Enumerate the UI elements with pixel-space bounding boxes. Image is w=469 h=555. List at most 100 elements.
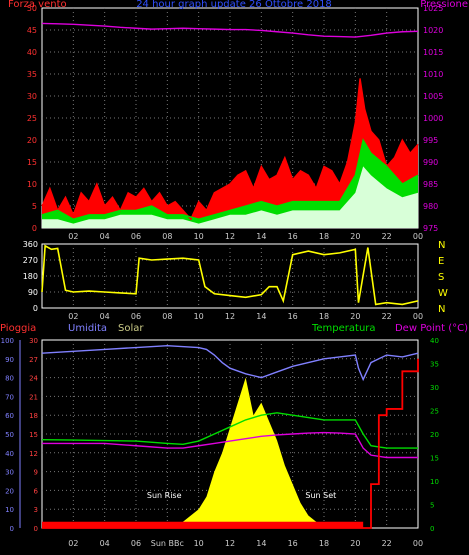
p3-x-tick: 02 xyxy=(68,539,78,548)
p3-scale-tick: 15 xyxy=(29,431,38,439)
p2-x-tick: 06 xyxy=(131,312,141,321)
wind-gust-line xyxy=(41,78,419,221)
p3-rain-tick: 60 xyxy=(5,412,14,420)
p1-left-tick: 40 xyxy=(27,48,37,57)
panel1-grid xyxy=(42,8,418,228)
p1-right-tick: 980 xyxy=(423,202,438,211)
p3-scale-tick: 6 xyxy=(34,487,39,495)
panel2-grid xyxy=(42,244,418,308)
p3-rain-tick: 0 xyxy=(10,525,14,533)
p2-x-tick: 20 xyxy=(350,312,360,321)
p2-left-tick: 180 xyxy=(23,272,38,281)
p1-x-tick: 16 xyxy=(288,232,298,241)
p1-left-tick: 15 xyxy=(27,158,37,167)
p3-scale-tick: 24 xyxy=(29,375,38,383)
p2-left-tick: 360 xyxy=(23,240,38,249)
p3-temp-tick: 20 xyxy=(430,431,439,439)
p3-temp-tick: 35 xyxy=(430,361,439,369)
p3-temp-tick: 30 xyxy=(430,384,439,392)
p1-right-tick: 1015 xyxy=(423,48,443,57)
p1-x-tick: 12 xyxy=(225,232,235,241)
p2-compass-tick: S xyxy=(438,272,444,283)
p2-compass-tick: N xyxy=(438,240,445,251)
p1-right-tick: 1005 xyxy=(423,92,443,101)
p2-left-tick: 270 xyxy=(23,256,38,265)
p2-x-tick: 10 xyxy=(194,312,204,321)
p3-x-tick: 10 xyxy=(194,539,204,548)
sunrise-label: Sun Rise xyxy=(147,491,182,500)
p1-left-tick: 10 xyxy=(27,180,37,189)
p3-x-tick: Sun BBc xyxy=(151,539,184,548)
humidity-line xyxy=(41,344,419,382)
p3-scale-tick: 12 xyxy=(29,450,38,458)
p1-right-tick: 1025 xyxy=(423,4,443,13)
p3-rain-tick: 40 xyxy=(5,450,14,458)
p1-left-tick: 30 xyxy=(27,92,37,101)
p3-x-tick: 00 xyxy=(413,539,423,548)
wind-gust-area xyxy=(42,78,418,229)
p1-x-tick: 06 xyxy=(131,232,141,241)
p3-scale-tick: 21 xyxy=(29,393,38,401)
p3-temp-tick: 15 xyxy=(430,455,439,463)
p3-scale-tick: 30 xyxy=(29,337,38,345)
p3-rain-tick: 20 xyxy=(5,487,14,495)
p1-right-tick: 1020 xyxy=(423,26,443,35)
p3-temp-tick: 0 xyxy=(430,525,434,533)
p2-compass-tick: W xyxy=(438,288,448,299)
p1-x-tick: 14 xyxy=(256,232,266,241)
p2-x-tick: 02 xyxy=(68,312,78,321)
p3-x-tick: 12 xyxy=(225,539,235,548)
p1-right-tick: 1000 xyxy=(423,114,443,123)
wind-average-area xyxy=(42,166,418,228)
rain-base-bar xyxy=(42,521,364,528)
p2-x-tick: 12 xyxy=(225,312,235,321)
p1-x-tick: 08 xyxy=(162,232,172,241)
humidity-legend: Umidita xyxy=(68,323,107,334)
p2-compass-tick: E xyxy=(438,256,444,267)
rain-line xyxy=(42,358,419,529)
p3-rain-tick: 90 xyxy=(5,356,14,364)
p2-x-tick: 16 xyxy=(288,312,298,321)
dewpoint-legend: Dew Point (°C) xyxy=(395,323,468,334)
p1-left-tick: 5 xyxy=(32,202,37,211)
p2-left-tick: 0 xyxy=(33,304,38,313)
p1-right-tick: 1010 xyxy=(423,70,443,79)
p3-scale-tick: 3 xyxy=(34,506,38,514)
p1-left-tick: 25 xyxy=(27,114,37,123)
p2-x-tick: 00 xyxy=(413,312,423,321)
p3-temp-tick: 10 xyxy=(430,478,439,486)
temperature-line xyxy=(41,412,418,449)
p3-rain-tick: 70 xyxy=(5,393,14,401)
p1-left-tick: 0 xyxy=(32,224,37,233)
p3-x-tick: 22 xyxy=(382,539,392,548)
pressure-line xyxy=(41,22,419,38)
p1-x-tick: 18 xyxy=(319,232,329,241)
p1-left-tick: 45 xyxy=(27,26,37,35)
p3-x-tick: 06 xyxy=(131,539,141,548)
p2-x-tick: 14 xyxy=(256,312,266,321)
chart-title: 24 hour graph update 26 Ottobre 2018 xyxy=(136,0,332,10)
pressure-axis-title: Pressione xyxy=(420,0,468,10)
p1-right-tick: 995 xyxy=(423,136,438,145)
wind-direction-line xyxy=(41,244,419,306)
wind-axis-title: Forza vento xyxy=(8,0,67,10)
p2-x-tick: 22 xyxy=(382,312,392,321)
p3-rain-tick: 30 xyxy=(5,469,14,477)
p1-right-tick: 990 xyxy=(423,158,438,167)
wind-speed-area xyxy=(42,140,418,228)
p3-rain-tick: 10 xyxy=(5,506,14,514)
p3-scale-tick: 27 xyxy=(29,356,38,364)
p2-x-tick: 18 xyxy=(319,312,329,321)
p3-temp-tick: 40 xyxy=(430,337,439,345)
p3-scale-tick: 0 xyxy=(34,525,38,533)
p3-x-tick: 14 xyxy=(256,539,266,548)
p3-temp-tick: 25 xyxy=(430,408,439,416)
p3-x-tick: 04 xyxy=(100,539,110,548)
sunset-label: Sun Set xyxy=(305,491,336,500)
p1-right-tick: 975 xyxy=(423,224,438,233)
p1-right-tick: 985 xyxy=(423,180,438,189)
p2-left-tick: 90 xyxy=(28,288,38,297)
rain-axis-title: Pioggia xyxy=(0,323,36,334)
p3-x-tick: 20 xyxy=(350,539,360,548)
p3-rain-tick: 50 xyxy=(5,431,14,439)
